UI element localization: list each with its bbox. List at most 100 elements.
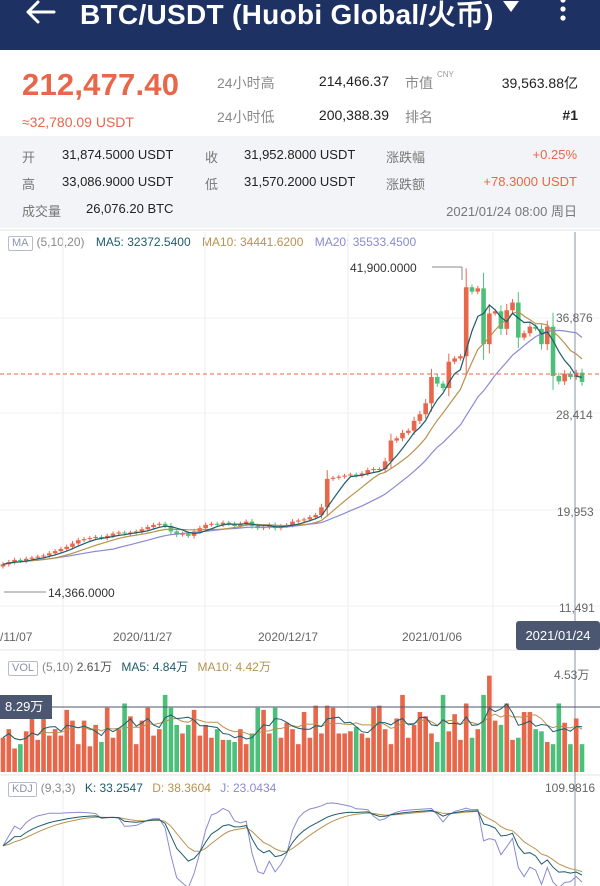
volume-bar [128,716,133,772]
candle-body [423,403,428,415]
candle-body [434,377,440,384]
candle-body [458,356,463,359]
volume-bar [151,735,156,772]
volume-bar [6,729,12,772]
top-bar: BTC/USDT (Huobi Global/火币) [0,0,600,50]
more-vertical-icon[interactable] [558,0,568,22]
volume-bar [539,731,544,772]
volume-bar [133,744,139,772]
volume-bar [434,742,440,772]
price-axis-2: 28,414 [556,408,593,422]
low24-value: 200,388.39 [318,107,389,123]
volume-bar [504,703,510,772]
volume-bar [521,712,527,772]
volume-bar [446,731,452,772]
candle-body [185,533,191,536]
candle-body [145,527,151,530]
candle-body [342,475,347,477]
volume-bar [458,739,463,772]
vol-ma10-value: MA10: 4.42万 [197,660,271,674]
volume-bar [81,720,87,772]
candle-body [47,553,52,556]
volume-bar [330,707,336,772]
candle-body [533,326,538,329]
kdj-tag[interactable]: KDJ [8,782,37,797]
candle-body [463,287,469,357]
vol-tag[interactable]: VOL [8,661,39,676]
volume-bar [139,720,145,772]
caret-down-icon[interactable] [502,0,520,14]
volume-bar [185,724,191,772]
volume-bar [174,724,179,772]
candle-body [492,311,498,314]
volume-bar [377,705,382,772]
volume-bar [162,694,168,772]
volume-bar [284,722,290,772]
candle-body [562,373,567,382]
high24-label: 24小时高 [217,75,275,91]
rank-label: 排名 [405,109,433,125]
vol-legend[interactable]: VOL (5,10) 2.61万 MA5: 4.84万 MA10: 4.42万 [8,658,271,676]
volume-bar [58,735,64,772]
ohlc-panel: 开 31,874.5000 USDT 收 31,952.8000 USDT 涨跌… [0,136,600,228]
date-label-4: 2021/01/06 [402,630,463,644]
volume-bar [487,675,492,772]
candle-body [324,478,330,508]
volume-bar [99,742,104,772]
candle-body [93,536,98,539]
candle-body [35,556,41,558]
candle-body [544,326,550,345]
volume-bar [0,737,6,772]
volume-bar [261,709,266,772]
kdj-legend[interactable]: KDJ (9,3,3) K: 33.2547 D: 38.3604 J: 23.0… [8,781,276,797]
volume-bar [18,744,23,772]
change-pct-label: 涨跌幅 [386,150,426,165]
candle-body [521,333,527,338]
candle-body [516,302,521,338]
ma20-line [2,329,583,565]
low24-label: 24小时低 [217,109,275,125]
volume-bar [238,729,243,772]
vol-axis-max: 4.53万 [554,668,590,682]
high24-value: 214,466.37 [318,73,389,89]
candle-body [180,533,185,535]
candle-body [214,523,220,525]
candle-body [319,507,324,516]
vol-params: (5,10) [42,660,74,674]
volume-bar [191,709,197,772]
volume-bar [232,742,237,772]
volume-bar [301,712,307,772]
volume-label: 成交量 [22,204,62,219]
candle-body [290,521,295,525]
ma5-value: MA5: 32372.5400 [95,235,191,249]
ma-tag[interactable]: MA [8,236,33,251]
candle-body [348,474,353,476]
last-price: 212,477.40 [22,67,180,102]
volume-bar [226,739,232,772]
pair-title[interactable]: BTC/USDT (Huobi Global/火币) [80,0,494,30]
candle-body [243,521,249,524]
volume-bar [562,722,567,772]
candle-body [539,328,544,345]
candle-body [157,523,162,525]
mcap-label: 市值 [405,75,433,91]
vol-cursor-tag: 8.29万 [0,695,52,719]
volume-bar [516,737,521,772]
candle-body [174,531,179,535]
candle-body [301,519,307,521]
volume-bar [295,744,301,772]
ma-legend[interactable]: MA (5,10,20) MA5: 32372.5400 MA10: 34441.… [8,235,416,251]
candle-body [151,524,156,528]
candle-body [139,529,145,532]
low-label: 低 [205,177,219,192]
volume-bar [307,737,313,772]
volume-bar [180,733,185,772]
volume-bar [411,724,417,772]
volume-bar [573,718,579,772]
open-value: 31,874.5000 USDT [62,147,174,162]
candle-body [388,440,394,462]
max-price-annotation: 41,900.0000 [350,261,417,275]
arrow-left-icon[interactable] [24,0,58,26]
kdj-d-value: D: 38.3604 [152,781,211,795]
